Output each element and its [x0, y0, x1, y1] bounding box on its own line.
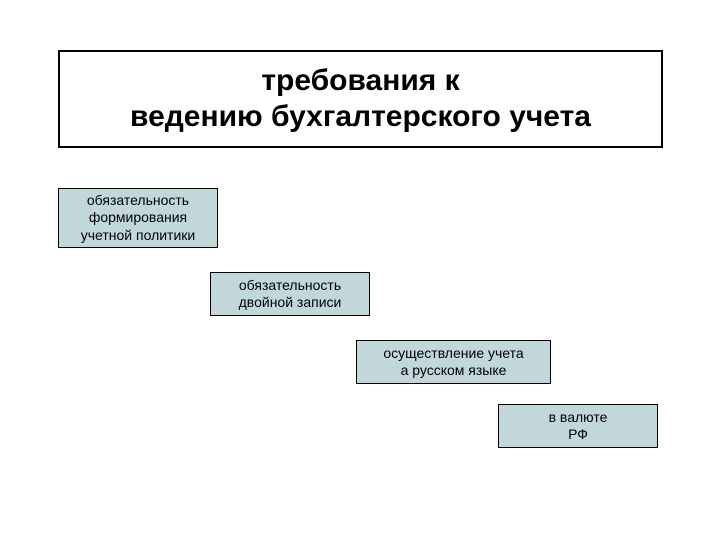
box-language: осуществление учетаа русском языке: [356, 340, 551, 384]
box-policy: обязательностьформированияучетной полити…: [58, 188, 218, 248]
title-box: требования кведению бухгалтерского учета: [58, 50, 663, 148]
box-label: в валютеРФ: [549, 409, 608, 444]
box-label: обязательностьформированияучетной полити…: [81, 192, 195, 245]
box-currency: в валютеРФ: [498, 404, 658, 448]
box-double-entry: обязательностьдвойной записи: [210, 272, 370, 316]
box-label: осуществление учетаа русском языке: [383, 345, 523, 380]
title-text: требования кведению бухгалтерского учета: [130, 63, 591, 135]
box-label: обязательностьдвойной записи: [239, 277, 342, 312]
